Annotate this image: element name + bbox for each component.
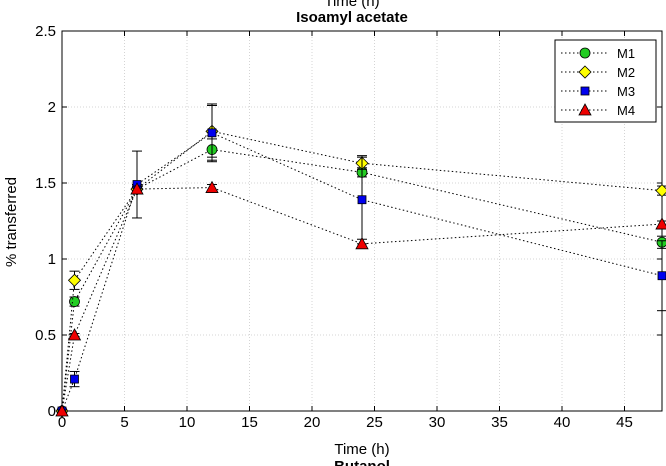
series-line [61,149,663,412]
y-tick-label: 2.5 [35,23,56,40]
legend-label: M1 [617,46,635,61]
series-m3 [57,103,666,416]
data-point [67,328,82,341]
y-tick-label: 0.5 [35,327,56,344]
data-point [55,404,69,417]
x-tick-label: 15 [241,414,258,431]
x-tick-label: 40 [554,414,571,431]
x-tick-label: 30 [429,414,446,431]
legend-item-m2: M2 [561,65,635,80]
data-point [205,180,219,193]
data-point [130,182,144,195]
data-point [207,128,217,138]
x-tick-label: 10 [179,414,196,431]
x-tick-label: 20 [304,414,321,431]
legend-label: M3 [617,84,635,99]
legend-marker [579,47,591,59]
y-tick-label: 2 [48,99,56,116]
legend-label: M4 [617,103,635,118]
x-tick-label: 45 [616,414,633,431]
y-axis-label: % transferred [3,177,20,267]
grid [61,30,662,412]
data-point [355,236,369,250]
chart-title: Isoamyl acetate [296,9,408,26]
series-line [61,130,663,412]
clipped-bottom-title: Butanol [334,458,390,466]
series-group [55,103,666,418]
x-tick-label: 35 [491,414,508,431]
legend-item-m4: M4 [561,103,635,118]
data-point [70,374,79,384]
data-point [67,273,82,287]
series-m4 [55,180,666,417]
legend-marker [578,65,592,79]
clipped-top-axis-label: Time (h) [324,0,379,10]
series-line [61,187,663,412]
data-point [357,195,367,205]
data-point [657,271,666,281]
legend-marker [578,103,592,116]
y-tick-label: 1.5 [35,175,56,192]
y-tick-label: 1 [48,251,56,268]
series-m2 [55,104,666,418]
legend-label: M2 [617,65,635,80]
y-tick-label: 0 [48,403,56,420]
legend-item-m3: M3 [561,84,635,99]
x-tick-label: 0 [58,414,66,431]
legend-box [554,39,657,123]
legend-item-m1: M1 [561,46,635,61]
series-line [61,132,663,412]
data-point [69,296,80,307]
legend: M1 M2 M3 M4 [554,39,657,123]
legend-marker [580,86,590,96]
x-axis-label: Time (h) [334,441,389,458]
x-tick-label: 25 [366,414,383,431]
x-tick-label: 5 [120,414,128,431]
data-point [655,217,666,230]
data-point [655,184,666,198]
